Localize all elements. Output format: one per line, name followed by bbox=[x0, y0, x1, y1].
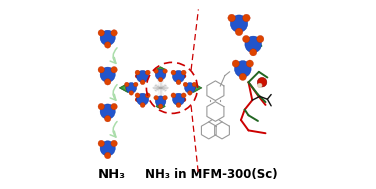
Circle shape bbox=[111, 30, 117, 36]
Polygon shape bbox=[189, 85, 199, 91]
Circle shape bbox=[176, 80, 181, 85]
Circle shape bbox=[140, 103, 145, 108]
Circle shape bbox=[173, 70, 185, 83]
Circle shape bbox=[235, 61, 251, 77]
Circle shape bbox=[171, 93, 176, 98]
Circle shape bbox=[158, 104, 163, 108]
Circle shape bbox=[111, 67, 117, 73]
Circle shape bbox=[100, 67, 115, 82]
Circle shape bbox=[257, 77, 267, 87]
Circle shape bbox=[129, 62, 157, 91]
Circle shape bbox=[250, 49, 257, 56]
Circle shape bbox=[136, 93, 149, 105]
Circle shape bbox=[98, 30, 105, 36]
Circle shape bbox=[126, 83, 136, 93]
Circle shape bbox=[111, 103, 117, 110]
Polygon shape bbox=[132, 97, 142, 102]
Circle shape bbox=[182, 98, 185, 101]
Circle shape bbox=[154, 69, 158, 73]
Circle shape bbox=[129, 85, 157, 113]
Circle shape bbox=[192, 82, 197, 87]
Circle shape bbox=[100, 30, 115, 45]
Circle shape bbox=[245, 36, 262, 53]
Circle shape bbox=[129, 91, 133, 95]
Circle shape bbox=[105, 152, 111, 159]
Circle shape bbox=[230, 15, 248, 32]
Text: NH₃: NH₃ bbox=[98, 168, 126, 181]
Circle shape bbox=[235, 28, 243, 36]
Circle shape bbox=[163, 69, 167, 73]
Circle shape bbox=[98, 140, 105, 147]
Circle shape bbox=[183, 82, 188, 87]
Circle shape bbox=[182, 75, 185, 78]
Circle shape bbox=[159, 103, 162, 106]
Circle shape bbox=[243, 14, 250, 22]
Circle shape bbox=[154, 95, 158, 100]
Polygon shape bbox=[129, 72, 146, 81]
Circle shape bbox=[126, 86, 129, 89]
Circle shape bbox=[181, 93, 186, 98]
Circle shape bbox=[176, 103, 181, 108]
Circle shape bbox=[135, 93, 140, 98]
Circle shape bbox=[228, 14, 235, 22]
Circle shape bbox=[100, 104, 115, 119]
Circle shape bbox=[105, 79, 111, 85]
Polygon shape bbox=[156, 102, 165, 107]
Polygon shape bbox=[179, 73, 189, 79]
Polygon shape bbox=[152, 100, 169, 109]
Circle shape bbox=[140, 80, 145, 85]
Circle shape bbox=[181, 70, 186, 75]
Circle shape bbox=[105, 115, 111, 122]
Circle shape bbox=[155, 69, 166, 80]
Polygon shape bbox=[129, 95, 146, 104]
Polygon shape bbox=[185, 83, 202, 92]
Polygon shape bbox=[123, 85, 132, 91]
Circle shape bbox=[258, 83, 262, 88]
Circle shape bbox=[239, 73, 246, 81]
Circle shape bbox=[111, 140, 117, 147]
Circle shape bbox=[232, 60, 240, 67]
Circle shape bbox=[188, 91, 192, 95]
Polygon shape bbox=[156, 69, 165, 74]
Circle shape bbox=[243, 35, 250, 43]
Text: NH₃ in MFM-300(Sc): NH₃ in MFM-300(Sc) bbox=[145, 168, 278, 181]
Circle shape bbox=[136, 98, 139, 101]
Polygon shape bbox=[119, 83, 136, 92]
Polygon shape bbox=[176, 95, 192, 104]
Circle shape bbox=[136, 75, 139, 78]
Circle shape bbox=[246, 60, 253, 67]
Circle shape bbox=[171, 70, 176, 75]
Circle shape bbox=[173, 93, 185, 105]
Polygon shape bbox=[152, 67, 169, 76]
Circle shape bbox=[100, 141, 115, 156]
Circle shape bbox=[135, 70, 140, 75]
Circle shape bbox=[158, 77, 163, 82]
Circle shape bbox=[98, 103, 105, 110]
Circle shape bbox=[133, 82, 138, 87]
Polygon shape bbox=[132, 73, 142, 79]
Circle shape bbox=[164, 85, 193, 113]
Circle shape bbox=[145, 70, 150, 75]
Circle shape bbox=[192, 86, 195, 89]
Circle shape bbox=[185, 83, 195, 93]
Circle shape bbox=[155, 96, 166, 106]
Circle shape bbox=[257, 35, 264, 43]
Circle shape bbox=[145, 93, 150, 98]
Circle shape bbox=[164, 62, 193, 91]
Circle shape bbox=[163, 95, 167, 100]
Polygon shape bbox=[179, 97, 189, 102]
Circle shape bbox=[159, 70, 162, 73]
Polygon shape bbox=[176, 72, 192, 81]
Circle shape bbox=[105, 42, 111, 48]
Circle shape bbox=[136, 70, 149, 83]
Circle shape bbox=[124, 82, 129, 87]
Circle shape bbox=[98, 67, 105, 73]
